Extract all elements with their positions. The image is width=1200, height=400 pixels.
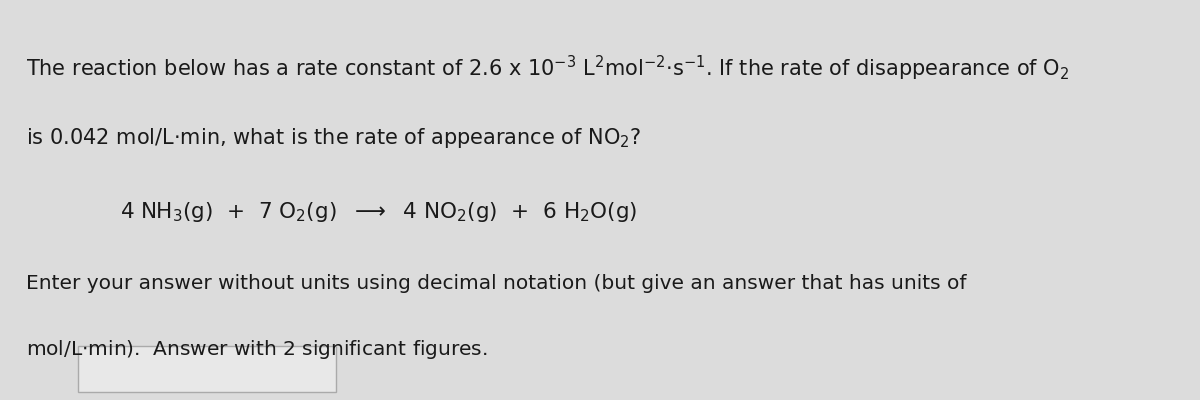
Text: The reaction below has a rate constant of 2.6 x 10$^{-3}$ L$^{2}$mol$^{-2}$$\cdo: The reaction below has a rate constant o… [26,54,1069,83]
Text: is 0.042 mol/L$\cdot$min, what is the rate of appearance of NO$_{2}$?: is 0.042 mol/L$\cdot$min, what is the ra… [26,126,642,150]
Text: 4 NH$_{3}$(g)  +  7 O$_{2}$(g)  $\longrightarrow$  4 NO$_{2}$(g)  +  6 H$_{2}$O(: 4 NH$_{3}$(g) + 7 O$_{2}$(g) $\longright… [120,200,637,224]
Text: Enter your answer without units using decimal notation (but give an answer that : Enter your answer without units using de… [26,274,967,293]
Text: mol/L$\cdot$min).  Answer with 2 significant figures.: mol/L$\cdot$min). Answer with 2 signific… [26,338,488,361]
